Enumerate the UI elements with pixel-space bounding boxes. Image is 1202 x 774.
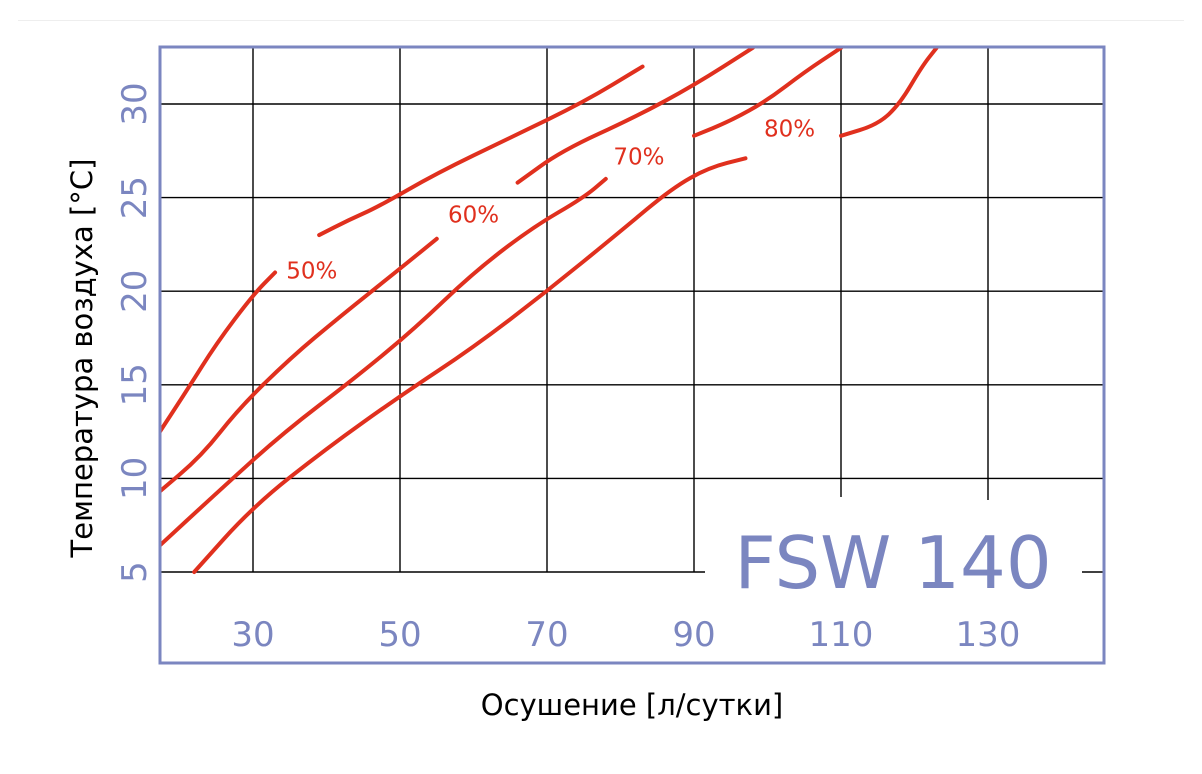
y-tick-label-10: 10 bbox=[115, 457, 155, 500]
top-divider bbox=[18, 20, 1184, 21]
series-line-50pct-0 bbox=[160, 270, 278, 436]
x-tick-label-70: 70 bbox=[525, 615, 568, 655]
series-line-80pct-1 bbox=[839, 47, 939, 138]
y-tick-label-25: 25 bbox=[115, 176, 155, 219]
y-tick-label-15: 15 bbox=[115, 363, 155, 406]
x-tick-label-110: 110 bbox=[809, 615, 874, 655]
x-axis-label: Осушение [л/сутки] bbox=[481, 688, 783, 722]
series-line-70pct-0 bbox=[160, 176, 608, 549]
y-tick-label-30: 30 bbox=[115, 82, 155, 125]
x-tick-label-30: 30 bbox=[231, 615, 274, 655]
series-line-50pct-1 bbox=[317, 64, 645, 238]
series-label-70pct: 70% bbox=[613, 144, 664, 170]
series-group bbox=[160, 47, 939, 574]
x-tick-label-90: 90 bbox=[672, 615, 715, 655]
series-line-60pct-0 bbox=[160, 236, 439, 494]
series-label-60pct: 60% bbox=[448, 202, 499, 228]
series-label-50pct: 50% bbox=[286, 259, 337, 285]
series-label-80pct: 80% bbox=[764, 116, 815, 142]
series-line-80pct-0 bbox=[192, 156, 748, 574]
y-axis-label: Температура воздуха [°C] bbox=[65, 159, 99, 559]
model-label: FSW 140 bbox=[734, 521, 1051, 605]
x-tick-label-50: 50 bbox=[378, 615, 421, 655]
plot-frame bbox=[158, 45, 1106, 665]
grid bbox=[160, 47, 1104, 573]
series-line-60pct-1 bbox=[515, 47, 755, 185]
y-tick-label-5: 5 bbox=[115, 561, 155, 583]
x-tick-label-130: 130 bbox=[956, 615, 1021, 655]
y-tick-label-20: 20 bbox=[115, 270, 155, 313]
series-line-70pct-1 bbox=[692, 47, 843, 138]
